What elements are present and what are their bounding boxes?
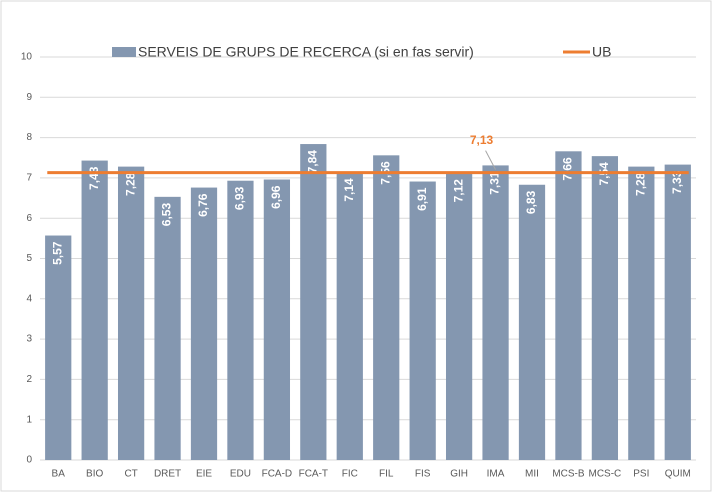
x-tick-label: IMA <box>487 469 505 480</box>
value-label: 7,12 <box>451 179 465 203</box>
bar <box>482 165 509 461</box>
x-tick-label: MCS-C <box>588 469 621 480</box>
x-tick-label: FIS <box>415 469 431 480</box>
x-tick-label: DRET <box>154 469 181 480</box>
bar <box>628 166 655 460</box>
y-tick-label: 10 <box>21 52 33 63</box>
bar <box>117 166 145 460</box>
y-tick-label: 8 <box>26 132 32 143</box>
x-tick-label: FCA-T <box>299 469 328 480</box>
bar <box>591 156 619 460</box>
y-tick-label: 6 <box>26 213 32 224</box>
bar <box>300 144 327 460</box>
value-label: 5,57 <box>50 241 64 265</box>
x-tick-label: MCS-B <box>552 469 585 480</box>
x-tick-label: PSI <box>633 469 649 480</box>
y-tick-label: 5 <box>26 253 32 264</box>
x-tick-label: FCA-D <box>262 469 293 480</box>
y-tick-label: 7 <box>26 173 32 184</box>
bar <box>518 184 546 460</box>
legend-label: SERVEIS DE GRUPS DE RECERCA (si en fas s… <box>138 44 474 60</box>
value-label: 7,84 <box>306 150 320 174</box>
bar <box>154 196 181 460</box>
legend-swatch <box>112 47 136 57</box>
value-label: 6,76 <box>196 193 210 217</box>
reference-label: 7,13 <box>470 133 494 147</box>
y-tick-label: 4 <box>26 293 32 304</box>
y-tick-label: 3 <box>26 334 32 345</box>
value-label: 7,28 <box>634 172 648 196</box>
y-tick-label: 2 <box>26 374 32 385</box>
x-tick-label: BA <box>52 469 66 480</box>
x-tick-label: FIC <box>342 469 358 480</box>
bar <box>664 164 691 460</box>
bar <box>263 179 291 460</box>
value-label: 7,66 <box>561 157 575 181</box>
x-tick-label: CT <box>124 469 137 480</box>
value-label: 6,96 <box>269 185 283 209</box>
bar <box>445 173 473 460</box>
x-tick-label: QUIM <box>665 469 691 480</box>
y-tick-label: 9 <box>26 92 32 103</box>
value-label: 6,83 <box>524 190 538 214</box>
bar <box>81 160 108 461</box>
x-tick-label: EIE <box>196 469 212 480</box>
value-label: 7,31 <box>488 171 502 195</box>
x-tick-label: EDU <box>230 469 251 480</box>
y-tick-label: 0 <box>26 455 32 466</box>
bar <box>190 187 218 460</box>
bar <box>555 151 582 460</box>
bar <box>336 172 363 460</box>
bar <box>45 235 72 460</box>
bar <box>227 180 254 460</box>
x-tick-label: MII <box>525 469 539 480</box>
bar <box>373 155 400 460</box>
x-tick-label: BIO <box>86 469 103 480</box>
x-tick-label: GIH <box>450 469 468 480</box>
value-label: 7,43 <box>87 166 101 190</box>
leader-line <box>485 150 496 170</box>
value-label: 6,91 <box>415 187 429 211</box>
value-label: 6,53 <box>160 203 174 227</box>
value-label: 7,28 <box>123 172 137 196</box>
value-label: 7,33 <box>670 170 684 194</box>
value-label: 7,14 <box>342 178 356 202</box>
x-tick-label: FIL <box>379 469 394 480</box>
bar <box>409 181 436 461</box>
value-label: 6,93 <box>233 186 247 210</box>
y-tick-label: 1 <box>26 414 32 425</box>
legend-label: UB <box>592 44 611 60</box>
